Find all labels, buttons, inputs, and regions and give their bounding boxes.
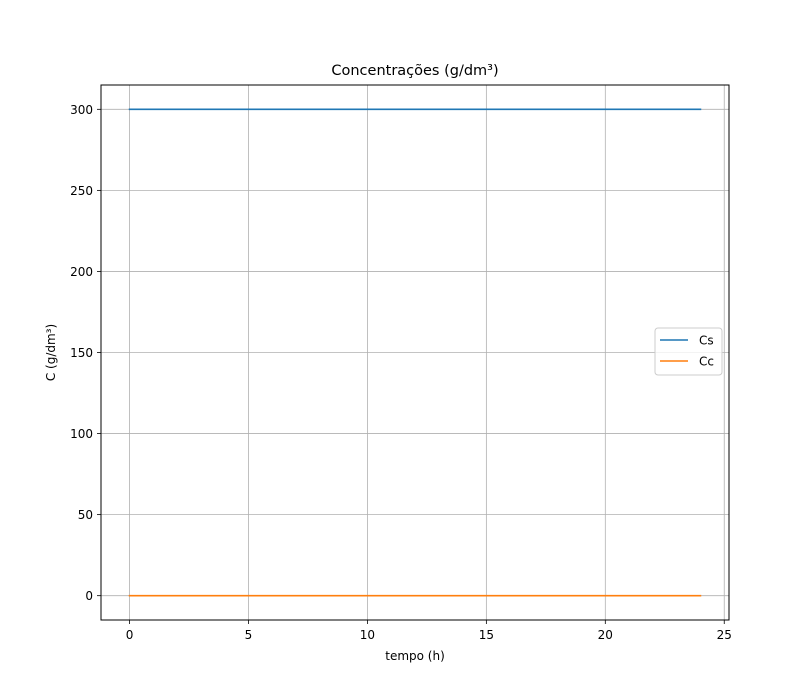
y-axis-label: C (g/dm³) — [44, 324, 58, 381]
legend: Cs Cc — [654, 327, 723, 376]
legend-label-cc: Cc — [699, 355, 714, 369]
y-tick-label: 250 — [70, 184, 93, 198]
x-tick-label: 25 — [717, 628, 732, 642]
plot-lines — [128, 108, 702, 597]
y-tick-label: 150 — [70, 346, 93, 360]
x-tick-label: 5 — [245, 628, 253, 642]
legend-label-cs: Cs — [699, 334, 714, 348]
x-axis-label: tempo (h) — [385, 649, 445, 663]
x-tick-label: 15 — [479, 628, 494, 642]
y-tick-label: 200 — [70, 265, 93, 279]
chart-title: Concentrações (g/dm³) — [331, 63, 498, 79]
x-tick-label: 10 — [360, 628, 375, 642]
y-tick-label: 0 — [85, 589, 93, 603]
y-tick-label: 50 — [78, 508, 93, 522]
grid — [101, 85, 729, 620]
x-tick-label: 0 — [126, 628, 134, 642]
x-tick-label: 20 — [598, 628, 613, 642]
y-tick-label: 100 — [70, 427, 93, 441]
y-tick-label: 300 — [70, 103, 93, 117]
